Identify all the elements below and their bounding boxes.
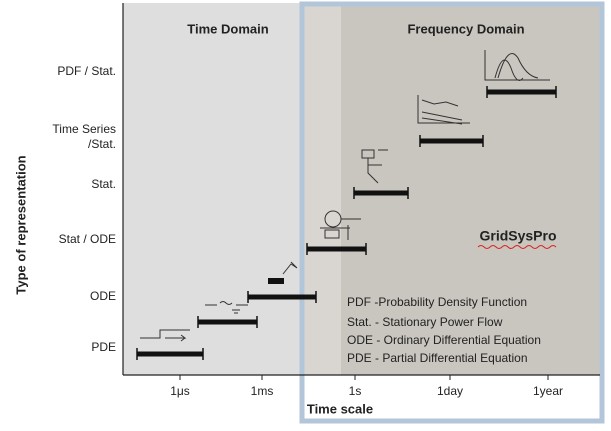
range-bars xyxy=(136,86,557,360)
brand-underline xyxy=(477,245,557,249)
y-label: Stat / ODE xyxy=(59,232,116,246)
icons xyxy=(140,50,550,342)
x-ticks xyxy=(179,375,549,380)
y-label: ODE xyxy=(90,289,116,303)
frequency-frame xyxy=(299,1,605,424)
x-label: 1year xyxy=(533,384,563,398)
y-label: PDE xyxy=(91,340,116,354)
y-axis-title: Type of representation xyxy=(13,155,28,294)
transition-region xyxy=(301,3,341,375)
x-label: 1day xyxy=(437,384,463,398)
region-label: Time Domain xyxy=(187,21,268,36)
region-label: Frequency Domain xyxy=(407,21,524,36)
y-label: PDF / Stat. xyxy=(57,64,116,78)
frequency-domain-region xyxy=(341,3,603,375)
time-domain-region xyxy=(123,3,301,375)
x-label: 1μs xyxy=(170,384,190,398)
x-label: 1s xyxy=(349,384,362,398)
legend-entry: ODE - Ordinary Differential Equation xyxy=(347,333,541,347)
y-label: Stat. xyxy=(91,177,116,191)
legend-entry: PDE - Partial Differential Equation xyxy=(347,351,528,365)
legend-entry: Stat. - Stationary Power Flow xyxy=(347,315,503,329)
brand: GridSysPro xyxy=(479,228,556,244)
x-axis-title: Time scale xyxy=(307,401,373,416)
legend-entry: PDF -Probability Density Function xyxy=(347,295,527,309)
x-label: 1ms xyxy=(251,384,274,398)
y-label: /Stat. xyxy=(88,137,116,151)
y-label: Time Series xyxy=(52,122,116,136)
